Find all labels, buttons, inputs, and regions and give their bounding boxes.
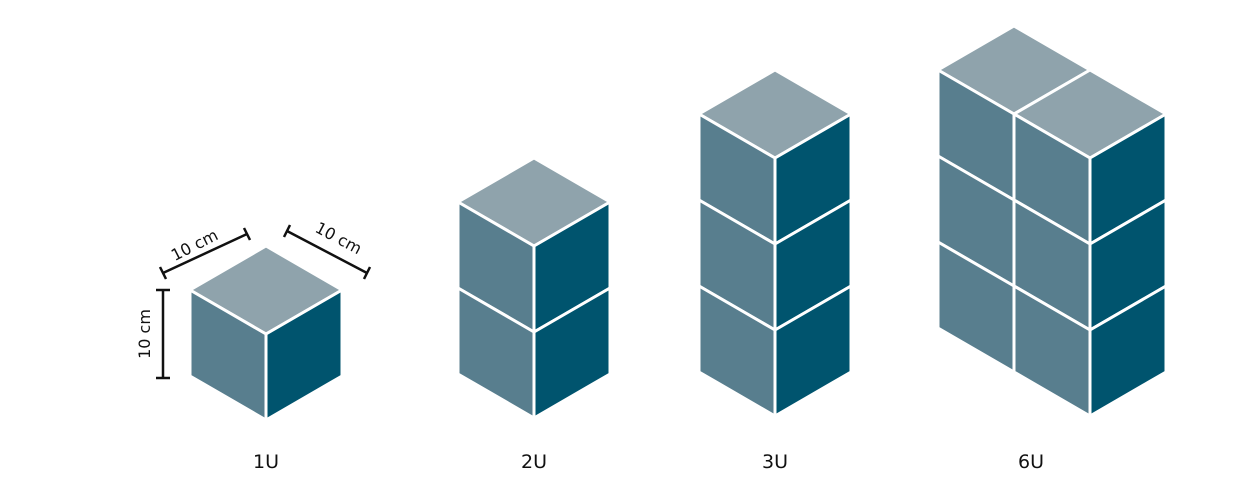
dimension-height: 10 cm — [135, 288, 170, 380]
cube-3u-right-face-bottom — [773, 284, 853, 418]
cube-6u-right-face-bottom — [1088, 284, 1168, 418]
cube-2u-right-face-lower — [532, 286, 612, 420]
cube-1u-right-face — [264, 288, 344, 422]
dimension-depth-label: 10 cm — [312, 218, 365, 258]
dimension-width-tick-end — [242, 227, 252, 241]
dimension-depth-tick-end — [362, 266, 372, 280]
label-3u: 3U — [762, 451, 788, 473]
cube-3u — [697, 68, 853, 418]
cube-1u — [188, 244, 344, 422]
dimension-height-label: 10 cm — [135, 309, 154, 359]
label-6u: 6U — [1018, 451, 1044, 473]
cube-2u — [456, 156, 612, 420]
dimension-width-line — [162, 232, 248, 275]
cube-6u — [936, 24, 1168, 418]
dimension-width-tick-start — [158, 266, 168, 280]
dimension-depth-line — [286, 229, 368, 275]
label-1u: 1U — [253, 451, 279, 473]
label-2u: 2U — [521, 451, 547, 473]
dimension-depth-tick-start — [282, 224, 292, 238]
